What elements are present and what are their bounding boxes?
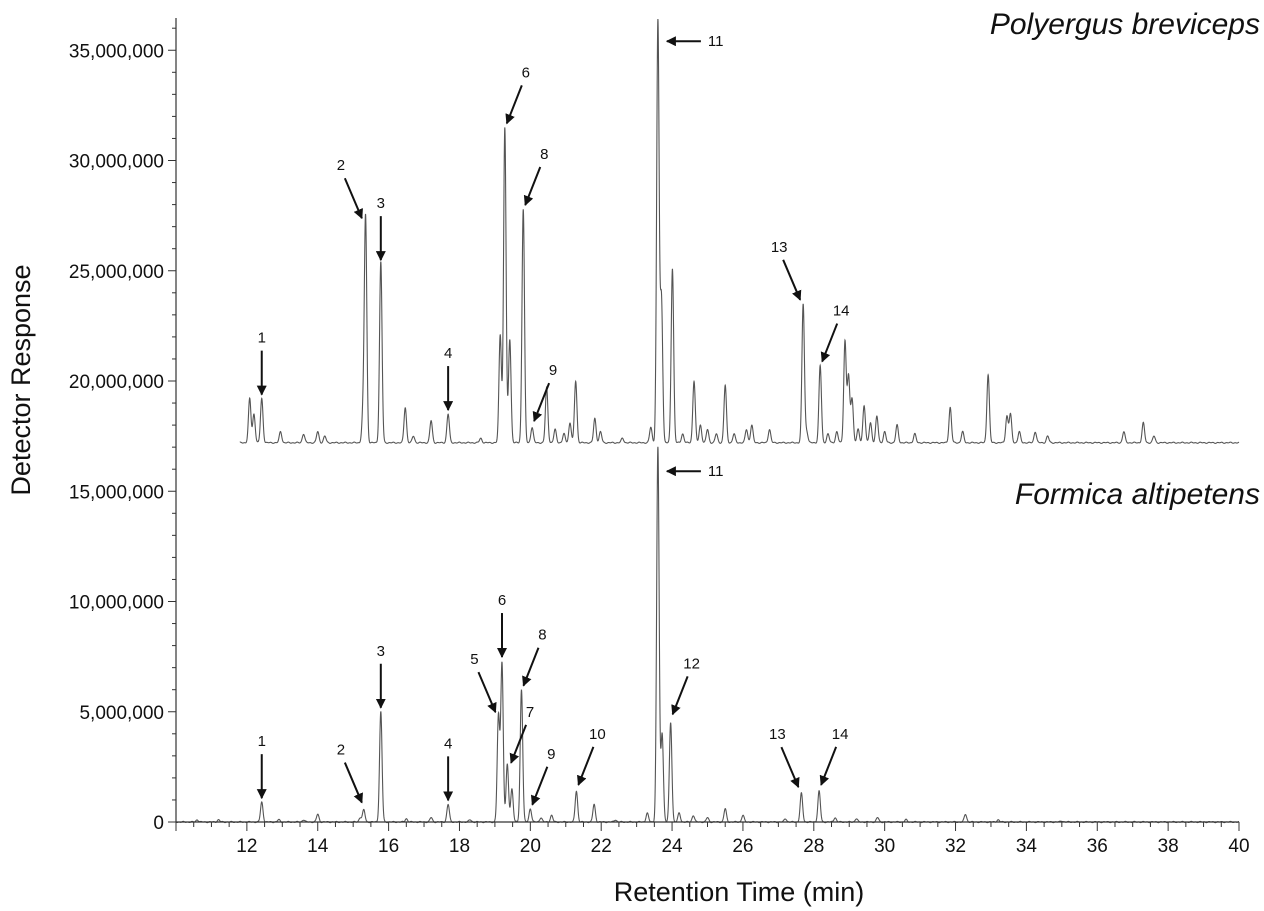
peak-arrow [509, 724, 528, 764]
peak-label: 11 [708, 463, 724, 480]
peak-label: 2 [337, 742, 345, 759]
x-tick-label: 28 [803, 836, 824, 857]
peak-label: 7 [526, 704, 534, 721]
y-tick-label: 30,000,000 [69, 152, 164, 173]
y-tick-label: 10,000,000 [69, 593, 164, 614]
peak-label: 2 [337, 157, 345, 174]
peak-arrow [523, 166, 542, 206]
x-axis-title: Retention Time (min) [614, 877, 865, 907]
peak-label: 8 [538, 627, 546, 644]
series-name-polyergus-breviceps: Polyergus breviceps [990, 8, 1260, 41]
peak-label: 14 [833, 303, 850, 320]
peak-label: 10 [589, 726, 606, 743]
peak-label: 13 [769, 726, 786, 743]
x-tick-label: 20 [520, 836, 541, 857]
peak-label: 14 [832, 726, 849, 743]
peak-arrow [530, 766, 549, 806]
peak-arrow [819, 746, 838, 786]
peak-arrow [782, 259, 802, 301]
peak-arrow [671, 675, 689, 716]
peak-arrow [477, 671, 497, 714]
x-tick-label: 12 [236, 836, 257, 857]
y-tick-label: 25,000,000 [69, 262, 164, 283]
x-tick-label: 26 [732, 836, 753, 857]
peak-arrow [505, 85, 523, 125]
peak-arrow [820, 323, 839, 363]
x-tick-label: 34 [1016, 836, 1038, 857]
peak-arrow [343, 177, 363, 220]
y-tick-label: 35,000,000 [69, 41, 164, 62]
trace-polyergus-breviceps [239, 18, 1240, 444]
peak-label: 3 [377, 195, 385, 212]
series-name-formica-altipetens: Formica altipetens [1015, 478, 1260, 511]
peak-label: 9 [547, 746, 555, 763]
peak-arrow [577, 746, 595, 786]
peak-label: 3 [377, 643, 385, 660]
peak-label: 4 [444, 735, 452, 752]
peak-label: 12 [683, 655, 700, 672]
peak-label: 8 [540, 146, 548, 163]
x-tick-label: 32 [945, 836, 966, 857]
x-tick-label: 14 [307, 836, 329, 857]
y-tick-label: 20,000,000 [69, 372, 164, 393]
peak-arrow [780, 746, 800, 789]
x-tick-label: 38 [1158, 836, 1179, 857]
peak-label: 4 [444, 345, 452, 362]
peak-label: 9 [549, 362, 557, 379]
peak-arrow [522, 647, 540, 687]
peak-label: 11 [708, 33, 724, 50]
y-axis-title: Detector Response [6, 264, 36, 495]
peak-label: 13 [771, 239, 788, 256]
y-tick-label: 15,000,000 [69, 482, 164, 503]
peak-label: 6 [522, 64, 530, 81]
x-tick-label: 36 [1087, 836, 1108, 857]
peak-label: 6 [498, 592, 506, 609]
traces-layer [175, 18, 1240, 824]
x-tick-label: 16 [378, 836, 399, 857]
peak-label: 1 [258, 733, 266, 750]
peak-label: 5 [470, 651, 478, 668]
peak-label: 1 [258, 330, 266, 347]
x-tick-label: 24 [661, 836, 683, 857]
peak-arrow [532, 382, 551, 423]
y-tick-label: 5,000,000 [79, 703, 164, 724]
y-tick-label: 0 [153, 813, 164, 834]
x-tick-label: 18 [449, 836, 470, 857]
peak-arrow [343, 762, 363, 804]
x-tick-label: 22 [591, 836, 612, 857]
x-tick-label: 30 [874, 836, 895, 857]
x-tick-label: 40 [1228, 836, 1249, 857]
axes-layer: 12 14 16 18 20 22 24 26 28 30 32 34 36 38 4005,000,000… [69, 18, 1250, 857]
